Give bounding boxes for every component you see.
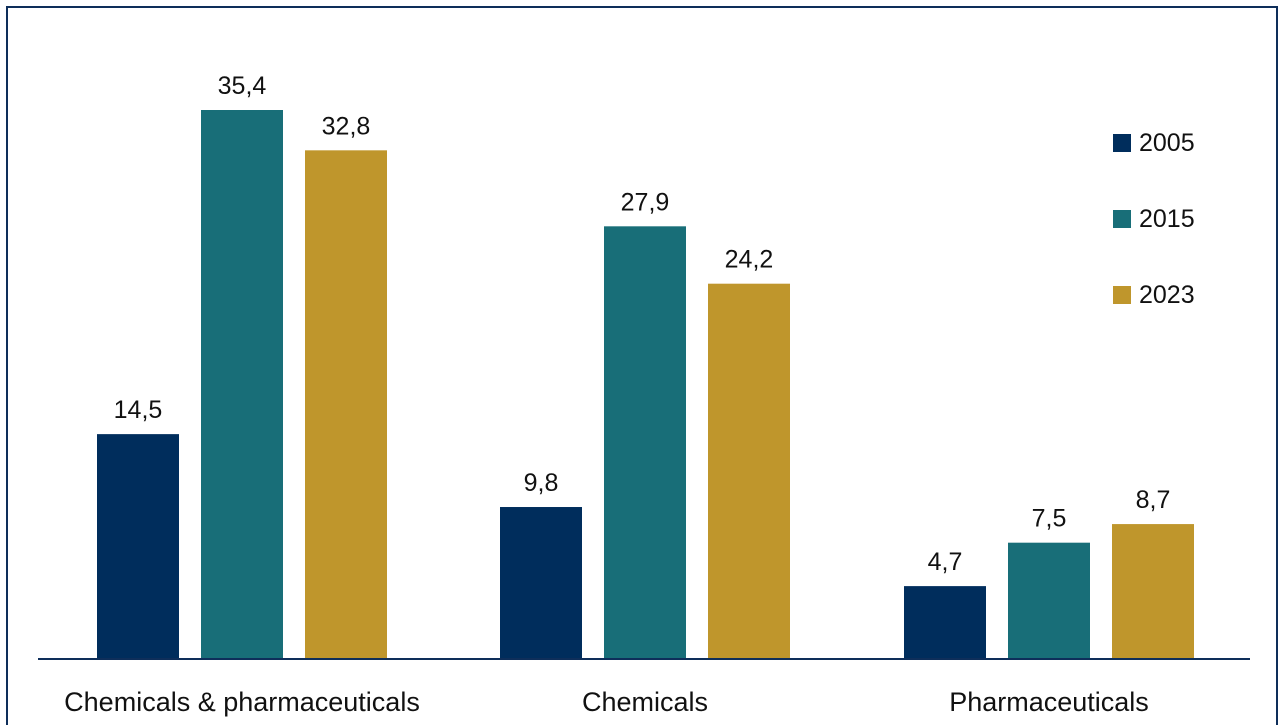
data-label-2005-1: 14,5 [114,396,163,424]
bar-2023-1 [305,150,387,660]
bar-2005-3 [904,586,986,659]
category-label-2: Chemicals [582,687,708,717]
data-label-2015-2: 27,9 [621,188,670,216]
legend-label-2023: 2023 [1139,281,1195,309]
legend-swatch-2015 [1113,210,1131,228]
bar-2015-1 [201,110,283,659]
data-label-2023-2: 24,2 [725,246,774,274]
legend-label-2015: 2015 [1139,205,1195,233]
bar-2023-3 [1112,524,1194,659]
bar-2005-1 [97,434,179,659]
legend-swatch-2005 [1113,134,1131,152]
data-label-2005-2: 9,8 [524,469,559,497]
bar-2015-2 [604,226,686,660]
data-label-2023-1: 32,8 [322,112,371,140]
category-label-3: Pharmaceuticals [949,687,1149,717]
bar-2005-2 [500,507,582,659]
category-label-1: Chemicals & pharmaceuticals [64,687,420,717]
data-label-2005-3: 4,7 [928,548,963,576]
bars-group [97,110,1194,660]
data-label-2015-3: 7,5 [1032,505,1067,533]
legend: 2005 2015 2023 [1113,129,1195,309]
legend-swatch-2023 [1113,286,1131,304]
legend-label-2005: 2005 [1139,129,1195,157]
bar-2015-3 [1008,542,1090,659]
data-label-2023-3: 8,7 [1136,486,1171,514]
value-labels-group: 14,5 35,4 32,8 9,8 27,9 24,2 4,7 7,5 8,7 [114,72,1171,576]
data-label-2015-1: 35,4 [218,72,267,100]
bar-2023-2 [708,283,790,659]
category-labels-group: Chemicals & pharmaceuticals Chemicals Phar… [64,687,1149,717]
